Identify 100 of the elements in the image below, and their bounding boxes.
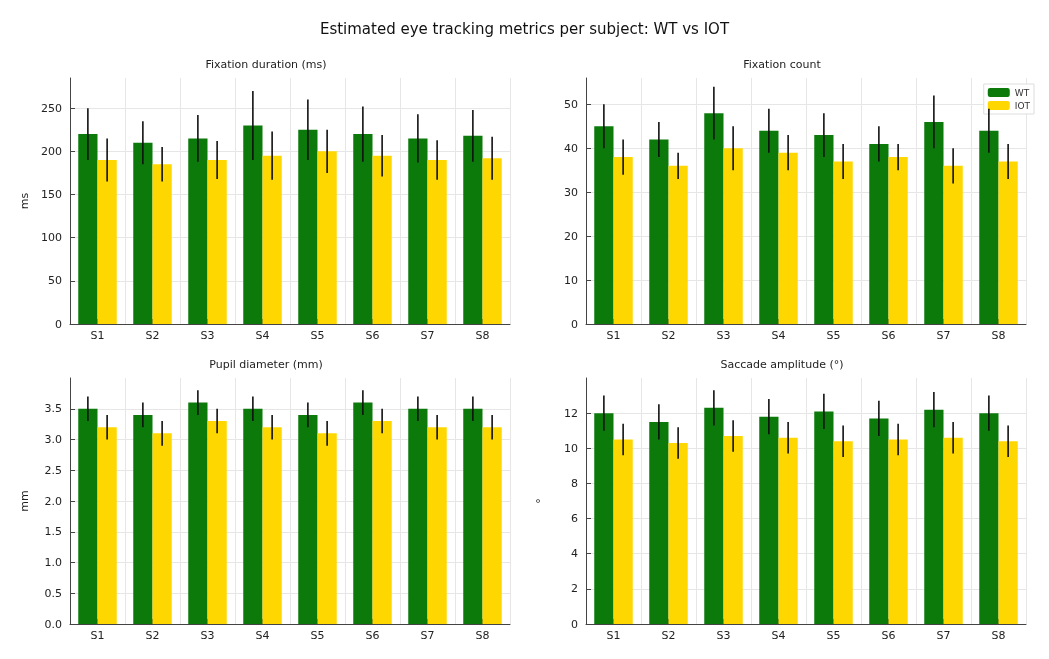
x-tick-label: S5: [310, 329, 325, 342]
x-tick-label: S4: [255, 329, 270, 342]
bar: [152, 164, 172, 324]
y-tick-label: 1.5: [44, 525, 62, 539]
y-tick-label: 0.0: [44, 617, 62, 631]
x-tick-label: S8: [475, 329, 490, 342]
bar: [613, 157, 633, 324]
x-tick-label: S4: [255, 629, 270, 642]
x-tick-label: S5: [826, 329, 841, 342]
y-tick-label: 3.0: [44, 433, 62, 446]
x-tick-label: S6: [881, 329, 896, 342]
bar: [759, 416, 779, 624]
bar: [979, 130, 999, 324]
y-tick-label: 4: [571, 547, 578, 561]
bar: [924, 121, 944, 324]
y-tick-label: 20: [564, 229, 578, 243]
y-tick-label: 8: [571, 476, 578, 490]
x-tick-label: S3: [200, 329, 215, 342]
bar: [298, 129, 318, 324]
chart-title: Fixation duration (ms): [205, 58, 327, 71]
y-tick-label: 0: [571, 317, 578, 331]
bar: [888, 157, 908, 324]
bar: [833, 441, 853, 624]
y-tick-label: 10: [564, 441, 578, 455]
bar: [943, 437, 963, 624]
bar: [78, 134, 98, 324]
bar: [814, 411, 834, 624]
bar: [317, 151, 337, 324]
chart-title: Saccade amplitude (°): [720, 358, 844, 371]
y-tick-label: 10: [564, 273, 578, 287]
x-tick-label: S3: [716, 329, 731, 342]
y-tick-label: 1.0: [44, 556, 62, 569]
x-tick-label: S5: [310, 629, 325, 642]
x-tick-label: S3: [716, 629, 731, 642]
bar: [723, 148, 743, 324]
legend-label: IOT: [1014, 100, 1031, 111]
x-tick-label: S6: [365, 329, 380, 342]
bar: [704, 113, 724, 324]
y-tick-label: 0: [571, 617, 578, 631]
bar: [427, 160, 447, 324]
bar: [207, 160, 227, 324]
y-tick-label: 0.5: [44, 586, 62, 600]
bar: [704, 407, 724, 624]
bar: [649, 421, 669, 624]
y-tick-label: 250: [41, 101, 62, 115]
legend-label: WT: [1014, 87, 1030, 98]
y-axis-title: ms: [18, 192, 31, 210]
chart-title: Fixation count: [743, 58, 822, 71]
bar: [133, 142, 153, 324]
bar: [649, 139, 669, 324]
y-tick-label: 50: [48, 274, 62, 288]
x-tick-label: S5: [826, 629, 841, 642]
text: Estimated eye tracking metrics per subject: WT vs IOT: [319, 20, 730, 38]
bar: [613, 439, 633, 624]
x-tick-label: S7: [420, 629, 435, 642]
x-tick-label: S2: [145, 329, 160, 342]
y-tick-label: 2.5: [44, 463, 62, 477]
bar: [979, 413, 999, 624]
x-tick-label: S1: [606, 329, 621, 342]
bar: [869, 418, 889, 624]
x-tick-label: S1: [90, 329, 105, 342]
x-tick-label: S2: [661, 629, 676, 642]
chart-title: Pupil diameter (mm): [209, 358, 323, 371]
y-tick-label: 30: [564, 185, 578, 199]
x-tick-label: S4: [771, 629, 786, 642]
y-tick-label: 100: [41, 231, 62, 245]
x-tick-label: S2: [145, 629, 160, 642]
bar: [998, 441, 1018, 624]
bar: [759, 130, 779, 324]
bar: [188, 138, 208, 324]
bar: [869, 143, 889, 324]
bar: [833, 161, 853, 324]
y-tick-label: 12: [564, 406, 578, 420]
x-tick-label: S7: [936, 629, 951, 642]
bar: [943, 165, 963, 324]
bar: [262, 155, 282, 324]
y-axis-title: mm: [18, 490, 31, 512]
bar: [924, 409, 944, 624]
x-tick-label: S3: [200, 629, 215, 642]
bar: [814, 135, 834, 324]
x-tick-label: S7: [936, 329, 951, 342]
y-tick-label: 150: [41, 188, 62, 202]
y-tick-label: 3.5: [44, 402, 62, 416]
bar: [778, 152, 798, 324]
bar: [888, 439, 908, 624]
x-tick-label: S8: [991, 329, 1006, 342]
y-tick-label: 50: [564, 97, 578, 111]
bar: [97, 160, 117, 324]
bar: [723, 435, 743, 624]
x-tick-label: S2: [661, 329, 676, 342]
y-tick-label: 200: [41, 144, 62, 158]
x-tick-label: S1: [606, 629, 621, 642]
y-tick-label: 2: [571, 582, 578, 596]
bar: [668, 443, 688, 624]
bar: [594, 413, 614, 624]
x-tick-label: S8: [991, 629, 1006, 642]
bar: [668, 165, 688, 324]
x-tick-label: S6: [881, 629, 896, 642]
y-tick-label: 40: [564, 141, 578, 155]
y-tick-label: 2.0: [44, 494, 62, 508]
